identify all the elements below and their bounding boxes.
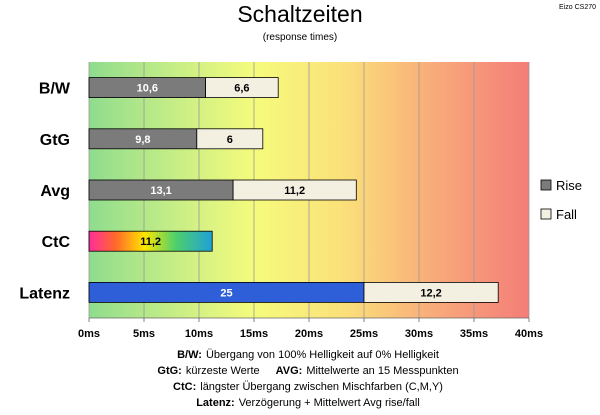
- x-tick-label: 20ms: [295, 328, 323, 340]
- x-tick-label: 10ms: [185, 328, 213, 340]
- legend-swatch-fall: [540, 208, 552, 220]
- category-label: Avg: [40, 183, 70, 200]
- note-ctc: CtC: längster Übergang zwischen Mischfarb…: [173, 381, 443, 393]
- legend-swatch-rise: [540, 179, 552, 191]
- category-label: GtG: [40, 132, 70, 149]
- bar-fall-label: 11,2: [284, 185, 305, 197]
- bar-ctc-main: [88, 230, 213, 252]
- footnotes: B/W: Übergang von 100% Helligkeit auf 0% …: [157, 349, 458, 409]
- bar-fall: [232, 179, 357, 201]
- bar-fall: [205, 77, 279, 98]
- chart-title: Schaltzeiten: [237, 1, 362, 27]
- bar-fall-label: 6,6: [234, 83, 249, 95]
- bar-rise-label: 10,6: [137, 83, 158, 95]
- chart-subtitle: (response times): [263, 32, 337, 43]
- bar-ctc-main-label: 11,2: [140, 236, 161, 248]
- note-latenz: Latenz: Verzögerung + Mittelwert Avg rise…: [196, 397, 420, 409]
- category-label: B/W: [39, 81, 71, 98]
- x-tick-label: 30ms: [405, 328, 433, 340]
- x-tick-label: 40ms: [515, 328, 543, 340]
- bar-rise-label: 9,8: [135, 134, 150, 146]
- x-tick-label: 35ms: [460, 328, 488, 340]
- legend: Rise Fall: [540, 178, 582, 222]
- bar-fall-label: 6: [227, 134, 233, 146]
- note-bw: B/W: Übergang von 100% Helligkeit auf 0% …: [177, 349, 439, 361]
- x-axis-ticks: 0ms 5ms 10ms 15ms 20ms 25ms 30ms 35ms 40ms: [78, 317, 543, 340]
- x-tick-label: 15ms: [240, 328, 268, 340]
- note-gtg-avg: GtG: kürzeste Werte AVG: Mittelwerte an 15 …: [157, 365, 458, 377]
- bar-latenz-main-label: 25: [220, 287, 232, 299]
- bar-fall-label: 12,2: [420, 287, 441, 299]
- category-labels: B/W GtG Avg CtC Latenz: [19, 81, 71, 303]
- bar-fall: [196, 128, 264, 150]
- bar-rise-label: 13,1: [150, 185, 171, 197]
- x-tick-label: 5ms: [133, 328, 155, 340]
- bars: 10,6 6,6 9,8 6 13,1 11,2 11,2 25 12,2: [88, 77, 499, 303]
- x-tick-label: 0ms: [78, 328, 100, 340]
- category-label: Latenz: [19, 285, 70, 302]
- legend-label-rise: Rise: [556, 178, 582, 193]
- bar-fall: [363, 281, 499, 303]
- category-label: CtC: [42, 234, 71, 251]
- legend-label-fall: Fall: [556, 207, 577, 222]
- watermark-text: Eizo CS270: [559, 4, 596, 11]
- x-tick-label: 25ms: [350, 328, 378, 340]
